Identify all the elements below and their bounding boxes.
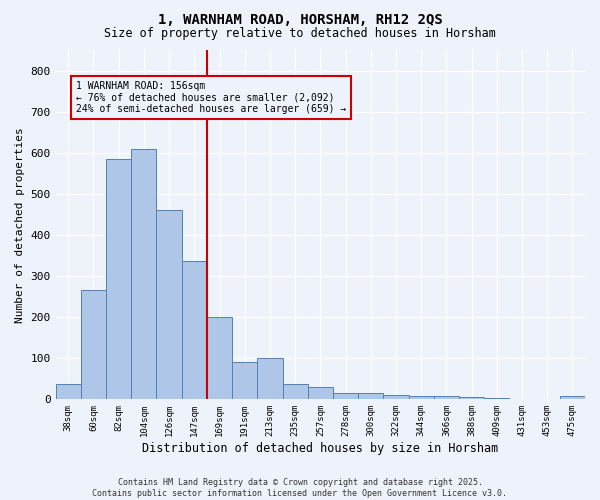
Text: Size of property relative to detached houses in Horsham: Size of property relative to detached ho… <box>104 28 496 40</box>
Bar <box>383 395 409 400</box>
Bar <box>509 398 535 400</box>
Bar <box>409 396 434 400</box>
Bar <box>81 290 106 400</box>
Bar <box>434 396 459 400</box>
Bar <box>106 159 131 400</box>
Bar <box>333 393 358 400</box>
Bar <box>257 358 283 400</box>
Bar <box>131 148 157 400</box>
Bar <box>157 210 182 400</box>
Text: 1, WARNHAM ROAD, HORSHAM, RH12 2QS: 1, WARNHAM ROAD, HORSHAM, RH12 2QS <box>158 12 442 26</box>
Y-axis label: Number of detached properties: Number of detached properties <box>15 127 25 322</box>
Text: Contains HM Land Registry data © Crown copyright and database right 2025.
Contai: Contains HM Land Registry data © Crown c… <box>92 478 508 498</box>
Bar <box>182 261 207 400</box>
X-axis label: Distribution of detached houses by size in Horsham: Distribution of detached houses by size … <box>142 442 499 455</box>
Bar <box>459 398 484 400</box>
Bar <box>560 396 585 400</box>
Bar <box>308 387 333 400</box>
Bar <box>484 398 509 400</box>
Bar <box>207 317 232 400</box>
Text: 1 WARNHAM ROAD: 156sqm
← 76% of detached houses are smaller (2,092)
24% of semi-: 1 WARNHAM ROAD: 156sqm ← 76% of detached… <box>76 81 346 114</box>
Bar <box>283 384 308 400</box>
Bar <box>358 393 383 400</box>
Bar <box>56 384 81 400</box>
Bar <box>232 362 257 400</box>
